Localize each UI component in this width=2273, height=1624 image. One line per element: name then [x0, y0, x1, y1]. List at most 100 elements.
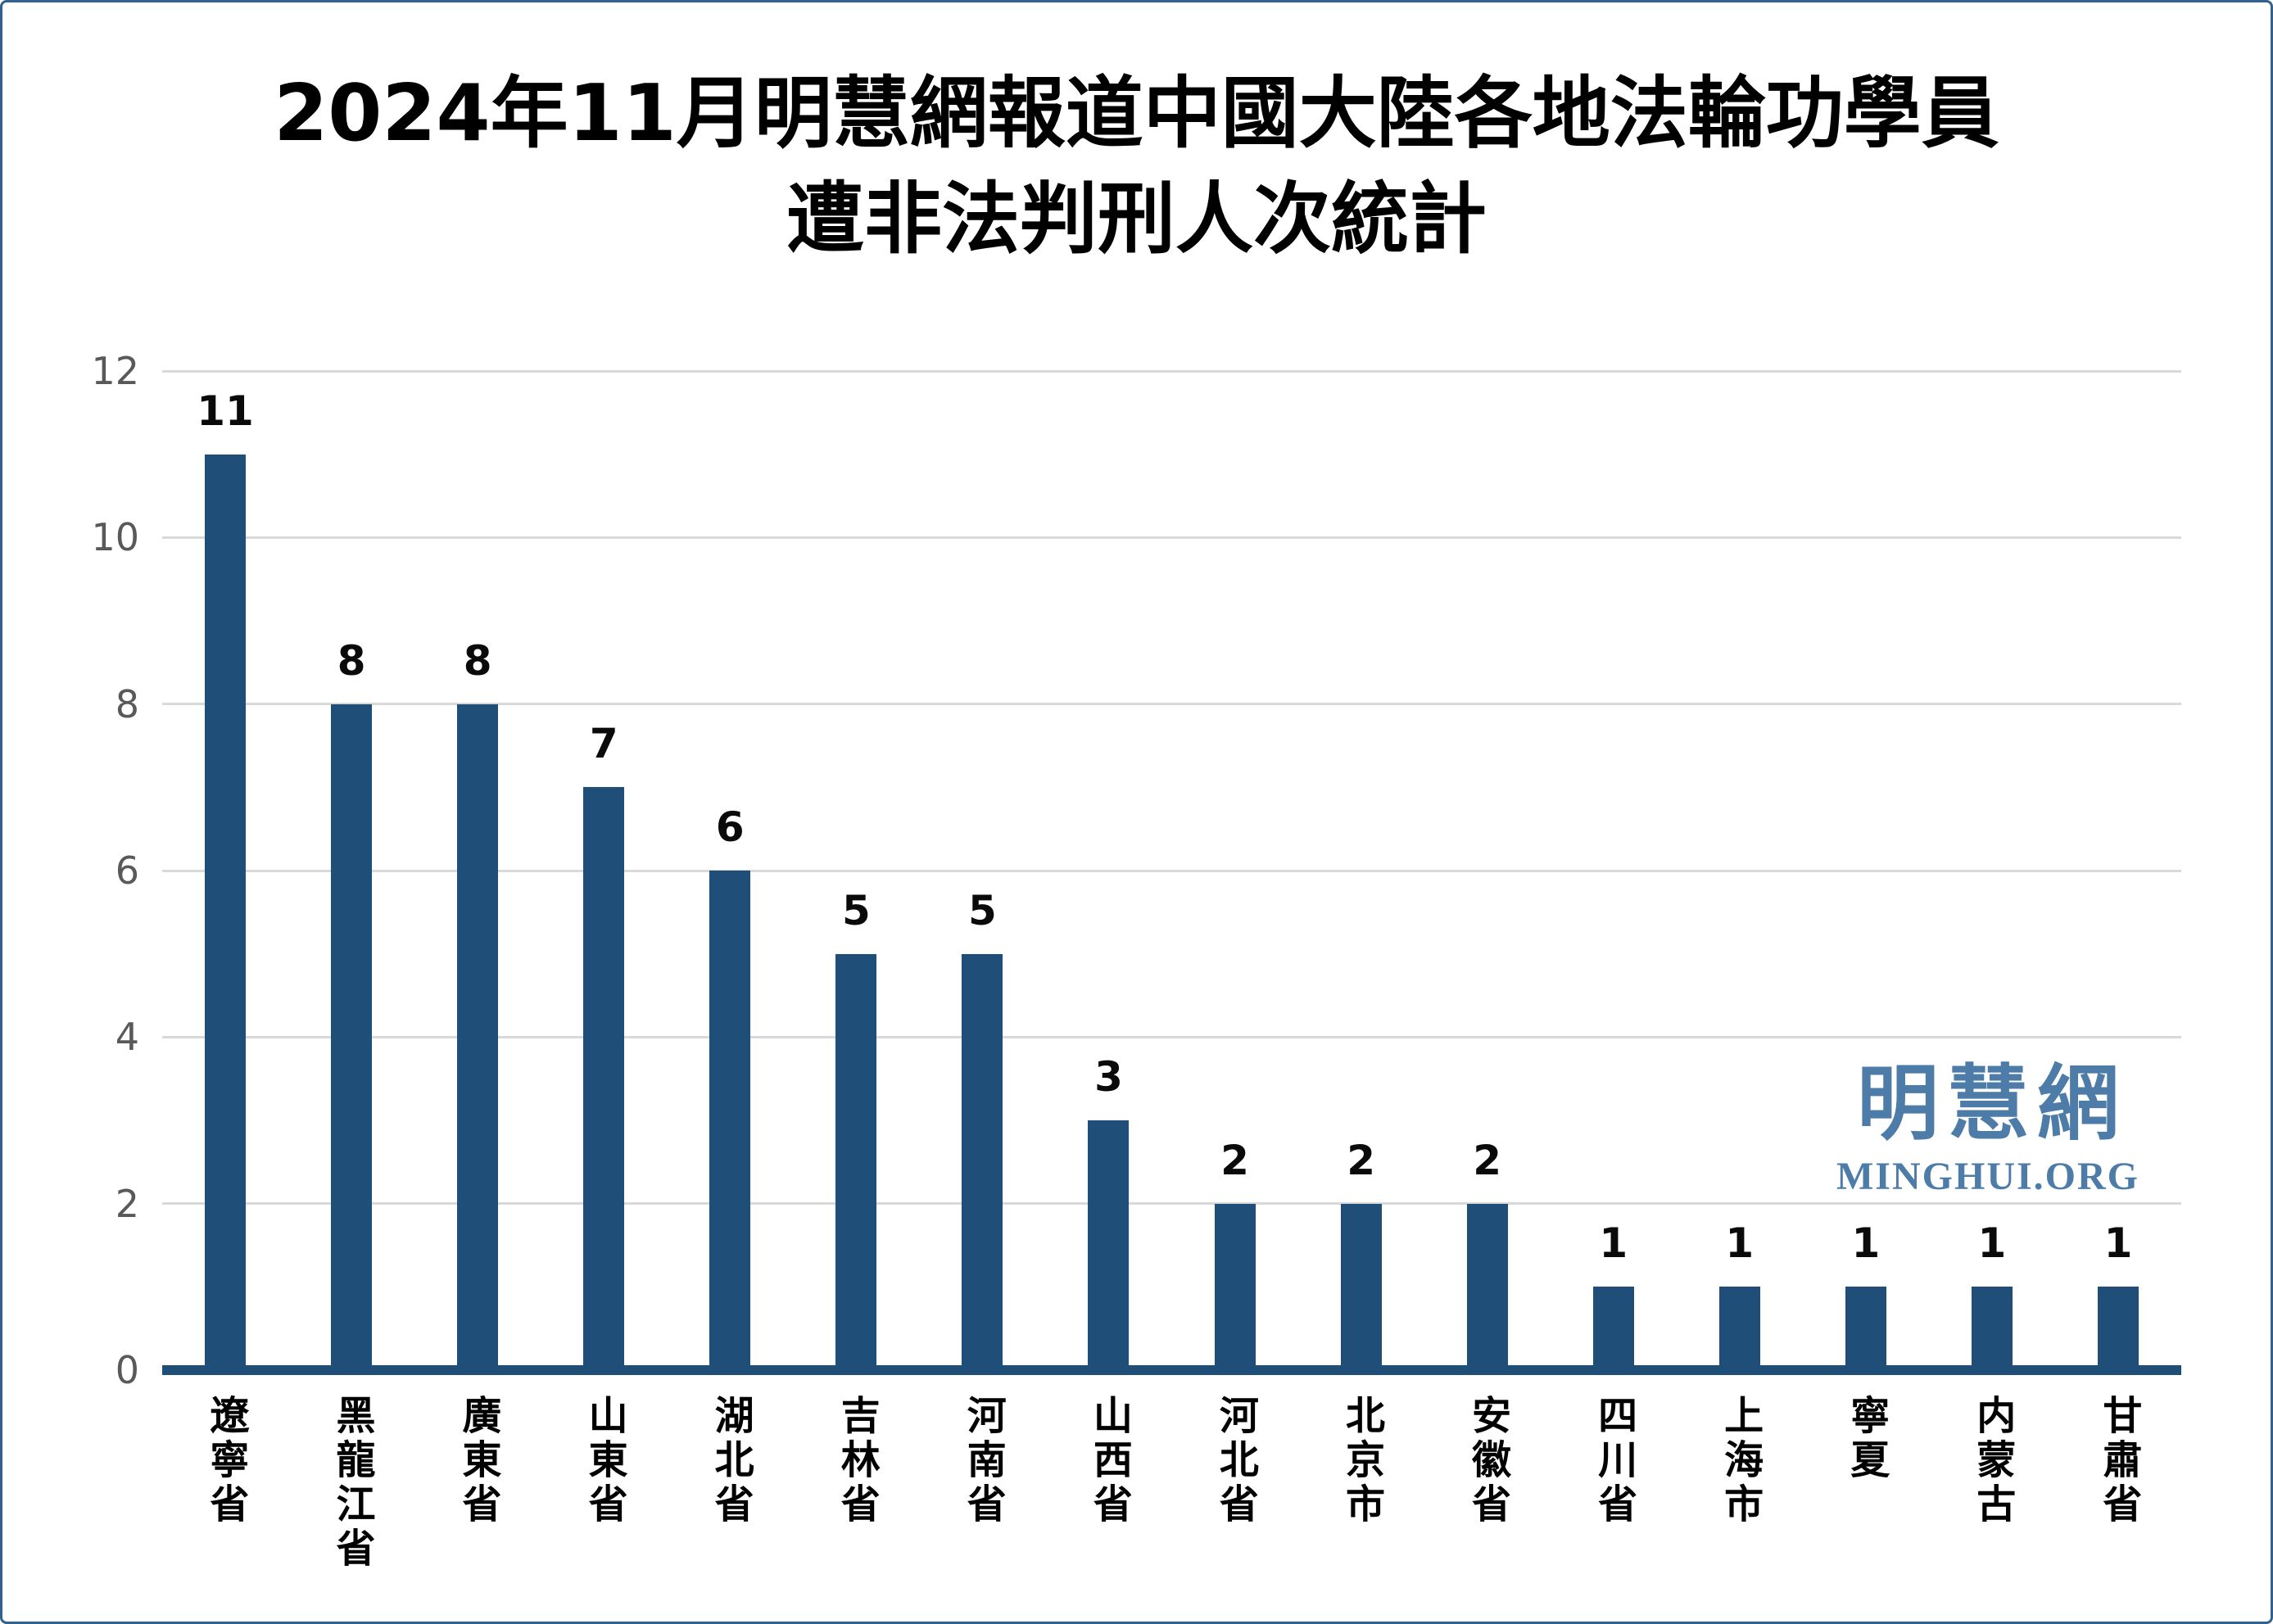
bar-value-label: 2 — [1220, 1136, 1249, 1184]
x-axis-label-text: 黑龍江省 — [328, 1395, 375, 1572]
y-axis-tick-label: 10 — [91, 515, 139, 560]
x-axis-label: 河南省 — [919, 1395, 1045, 1537]
minghui-logo-cjk: 明慧網 — [1857, 1056, 2127, 1151]
bar-slot: 7 — [541, 371, 667, 1370]
gridline — [162, 369, 2181, 373]
bar-slot: 1 — [2055, 371, 2181, 1370]
bar-value-label: 7 — [589, 720, 618, 768]
bar-slot: 11 — [162, 371, 288, 1370]
bar-slot: 6 — [667, 371, 793, 1370]
minghui-watermark: 明慧網 MINGHUI.ORG — [1836, 1059, 2139, 1199]
bar-slot: 8 — [414, 371, 541, 1370]
x-axis-label: 山西省 — [1045, 1395, 1171, 1537]
gridline — [162, 869, 2181, 872]
bar-value-label: 1 — [1599, 1219, 1628, 1268]
x-axis-label-text: 山西省 — [1085, 1395, 1132, 1527]
x-axis-label-text: 北京市 — [1338, 1395, 1384, 1527]
bar — [1088, 1120, 1130, 1370]
chart-title-line2: 遭非法判刑人次統計 — [786, 174, 1487, 265]
x-axis-label-text: 安徽省 — [1465, 1395, 1511, 1527]
x-axis-label-text: 寧夏 — [1843, 1395, 1890, 1483]
x-axis-label: 河北省 — [1172, 1395, 1298, 1537]
bar-slot: 2 — [1424, 371, 1551, 1370]
bar — [331, 703, 373, 1370]
y-axis-tick-label: 0 — [115, 1348, 139, 1392]
bar-value-label: 2 — [1473, 1136, 1502, 1184]
minghui-logo-latin: MINGHUI.ORG — [1836, 1155, 2139, 1198]
x-axis-label: 甘肅省 — [2055, 1395, 2181, 1537]
x-axis-label: 上海市 — [1677, 1395, 1803, 1537]
gridline — [162, 703, 2181, 706]
bar-slot: 1 — [1677, 371, 1803, 1370]
bar — [835, 953, 877, 1370]
bar-value-label: 1 — [1851, 1219, 1881, 1268]
bar-slot: 5 — [793, 371, 919, 1370]
x-axis-label: 吉林省 — [793, 1395, 919, 1537]
bar-value-label: 5 — [841, 886, 871, 934]
x-axis-label-text: 甘肅省 — [2095, 1395, 2142, 1527]
x-axis-label: 内蒙古 — [1929, 1395, 2055, 1537]
chart-title-line1: 2024年11月明慧網報道中國大陸各地法輪功學員 — [274, 69, 1999, 159]
bar — [709, 871, 751, 1370]
bar-slot: 2 — [1298, 371, 1424, 1370]
gridline — [162, 1035, 2181, 1038]
x-axis-label: 黑龍江省 — [288, 1395, 414, 1581]
bar — [1214, 1203, 1256, 1370]
y-axis-tick-label: 8 — [115, 681, 139, 726]
bar — [1971, 1287, 2013, 1370]
x-axis-label-text: 内蒙古 — [1969, 1395, 2016, 1527]
bar-slot: 1 — [1551, 371, 1677, 1370]
gridline — [162, 536, 2181, 539]
x-axis-line — [162, 1365, 2181, 1375]
bar-slot: 2 — [1172, 371, 1298, 1370]
gridline — [162, 1202, 2181, 1206]
y-axis-tick-label: 12 — [91, 349, 139, 393]
bar-value-label: 6 — [715, 803, 745, 851]
x-axis-label: 湖北省 — [667, 1395, 793, 1537]
bar — [1845, 1287, 1886, 1370]
bar-value-label: 2 — [1347, 1136, 1375, 1184]
x-axis-label-text: 四川省 — [1591, 1395, 1637, 1527]
bar-value-label: 8 — [463, 636, 492, 685]
x-axis-labels: 遼寧省 黑龍江省 廣東省 山東省 湖北省 吉林省 河南省 山西省 河北省 北京市 安徽省 四川省 上海市… — [162, 1395, 2181, 1608]
x-axis-label: 廣東省 — [414, 1395, 541, 1537]
bar-slot: 3 — [1045, 371, 1171, 1370]
bar — [2097, 1287, 2139, 1370]
bar — [962, 953, 1003, 1370]
bar-slot: 1 — [1803, 371, 1929, 1370]
bar — [1340, 1203, 1382, 1370]
x-axis-label: 安徽省 — [1424, 1395, 1551, 1537]
bar-value-label: 3 — [1094, 1053, 1123, 1101]
bar — [583, 787, 625, 1370]
x-axis-label: 四川省 — [1551, 1395, 1677, 1537]
bar-slot: 5 — [919, 371, 1045, 1370]
y-axis-tick-label: 6 — [115, 848, 139, 893]
bar-value-label: 1 — [1977, 1219, 2007, 1268]
bar — [205, 454, 247, 1370]
bar-value-label: 1 — [2103, 1219, 2133, 1268]
bar-value-label: 8 — [337, 636, 366, 685]
x-axis-label-text: 遼寧省 — [202, 1395, 249, 1527]
chart-title: 2024年11月明慧網報道中國大陸各地法輪功學員 遭非法判刑人次統計 — [2, 61, 2271, 273]
x-axis-label-text: 河北省 — [1211, 1395, 1258, 1527]
x-axis-label: 北京市 — [1298, 1395, 1424, 1537]
bar — [1592, 1287, 1634, 1370]
plot-area: 0 2 4 6 8 10 12 11 8 8 7 6 5 5 3 2 2 2 1 1 1 1 1 — [91, 352, 2181, 1389]
bar-value-label: 11 — [197, 387, 254, 435]
bar-slot: 8 — [288, 371, 414, 1370]
x-axis-label-text: 廣東省 — [455, 1395, 501, 1527]
y-axis-tick-label: 4 — [115, 1015, 139, 1060]
x-axis-label-text: 湖北省 — [707, 1395, 754, 1527]
bar-value-label: 5 — [968, 886, 997, 934]
bar-slot: 1 — [1929, 371, 2055, 1370]
x-axis-label-text: 山東省 — [581, 1395, 627, 1527]
bar-value-label: 1 — [1725, 1219, 1755, 1268]
x-axis-label-text: 吉林省 — [833, 1395, 880, 1527]
x-axis-label: 遼寧省 — [162, 1395, 288, 1537]
y-axis-tick-label: 2 — [115, 1181, 139, 1226]
bar — [1718, 1287, 1760, 1370]
bar — [457, 703, 499, 1370]
bar — [1466, 1203, 1508, 1370]
x-axis-label: 山東省 — [541, 1395, 667, 1537]
